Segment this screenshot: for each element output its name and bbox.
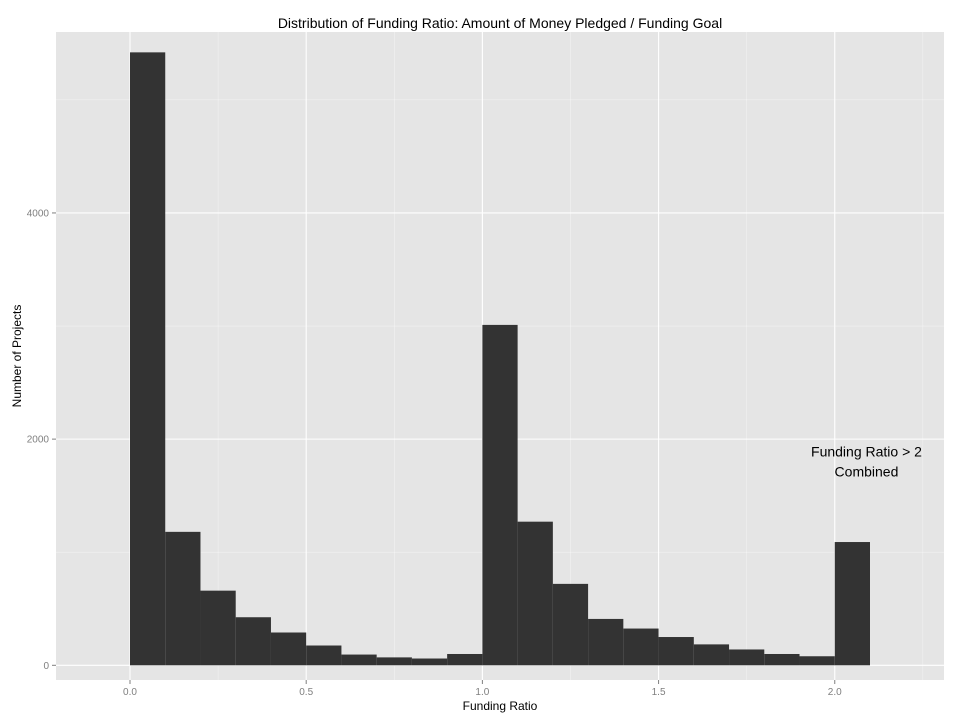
histogram-bar — [588, 618, 624, 666]
x-tick-label: 0.0 — [123, 687, 137, 698]
histogram-bar — [834, 542, 870, 666]
y-tick-label: 2000 — [27, 435, 50, 446]
y-tick-label: 4000 — [27, 208, 50, 219]
annotation-line-1: Funding Ratio > 2 — [811, 443, 922, 459]
histogram-bar — [623, 628, 659, 666]
histogram-bar — [799, 656, 835, 666]
annotation-line-2: Combined — [835, 463, 899, 479]
histogram-bar — [729, 649, 765, 666]
histogram-bar — [411, 658, 448, 666]
x-axis: 0.0 0.5 1.0 1.5 2.0 — [123, 680, 842, 698]
histogram-bar — [165, 531, 201, 666]
histogram-bar — [235, 617, 271, 666]
histogram-bar — [517, 521, 553, 666]
histogram-bar — [200, 590, 236, 666]
x-tick-label: 0.5 — [299, 687, 313, 698]
histogram-bar — [764, 653, 800, 666]
histogram-bar — [447, 653, 483, 666]
chart-title: Distribution of Funding Ratio: Amount of… — [278, 15, 722, 31]
x-tick-label: 1.5 — [652, 687, 666, 698]
histogram-bar — [270, 632, 307, 666]
x-tick-label: 2.0 — [828, 687, 842, 698]
histogram-bar — [376, 657, 412, 666]
histogram-bar — [693, 644, 730, 666]
bars — [130, 52, 870, 666]
x-axis-title: Funding Ratio — [463, 699, 538, 713]
y-axis: 0 2000 4000 — [27, 208, 56, 672]
y-tick-label: 0 — [43, 661, 49, 672]
histogram-bar — [306, 645, 342, 666]
histogram-bar — [482, 324, 518, 666]
histogram-bar — [658, 637, 694, 666]
histogram-bar — [552, 583, 589, 666]
histogram-bar — [130, 52, 166, 666]
y-axis-title: Number of Projects — [10, 305, 24, 408]
histogram-bar — [341, 654, 377, 666]
x-tick-label: 1.0 — [475, 687, 489, 698]
